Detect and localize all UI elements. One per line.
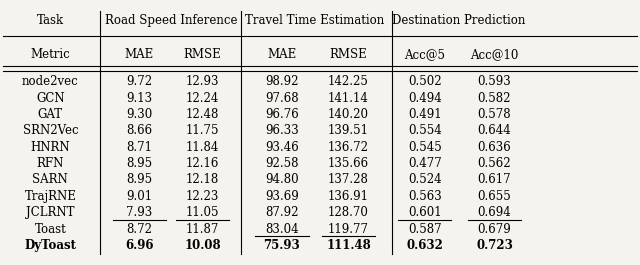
Text: 0.477: 0.477	[408, 157, 442, 170]
Text: 12.48: 12.48	[186, 108, 220, 121]
Text: 0.617: 0.617	[477, 174, 511, 187]
Text: 139.51: 139.51	[328, 125, 369, 138]
Text: 98.92: 98.92	[265, 76, 299, 89]
Text: 11.87: 11.87	[186, 223, 220, 236]
Text: 12.16: 12.16	[186, 157, 220, 170]
Text: 0.644: 0.644	[477, 125, 511, 138]
Text: 10.08: 10.08	[184, 239, 221, 252]
Text: RMSE: RMSE	[330, 48, 367, 61]
Text: 0.593: 0.593	[477, 76, 511, 89]
Text: 136.72: 136.72	[328, 141, 369, 154]
Text: 97.68: 97.68	[265, 92, 299, 105]
Text: 12.23: 12.23	[186, 190, 220, 203]
Text: 94.80: 94.80	[265, 174, 299, 187]
Text: 9.72: 9.72	[126, 76, 152, 89]
Text: 0.632: 0.632	[406, 239, 443, 252]
Text: 92.58: 92.58	[265, 157, 299, 170]
Text: 0.554: 0.554	[408, 125, 442, 138]
Text: Metric: Metric	[31, 48, 70, 61]
Text: 12.93: 12.93	[186, 76, 220, 89]
Text: GAT: GAT	[38, 108, 63, 121]
Text: 0.601: 0.601	[408, 206, 442, 219]
Text: 11.05: 11.05	[186, 206, 220, 219]
Text: 0.655: 0.655	[477, 190, 511, 203]
Text: 0.494: 0.494	[408, 92, 442, 105]
Text: Toast: Toast	[35, 223, 66, 236]
Text: 0.562: 0.562	[477, 157, 511, 170]
Text: 12.24: 12.24	[186, 92, 220, 105]
Text: 96.76: 96.76	[265, 108, 299, 121]
Text: SARN: SARN	[33, 174, 68, 187]
Text: 0.587: 0.587	[408, 223, 442, 236]
Text: 9.30: 9.30	[126, 108, 152, 121]
Text: 137.28: 137.28	[328, 174, 369, 187]
Text: 0.723: 0.723	[476, 239, 513, 252]
Text: 8.95: 8.95	[126, 174, 152, 187]
Text: 9.13: 9.13	[126, 92, 152, 105]
Text: GCN: GCN	[36, 92, 65, 105]
Text: 87.92: 87.92	[265, 206, 299, 219]
Text: 7.93: 7.93	[126, 206, 152, 219]
Text: node2vec: node2vec	[22, 76, 79, 89]
Text: 12.18: 12.18	[186, 174, 220, 187]
Text: 11.84: 11.84	[186, 141, 220, 154]
Text: 0.582: 0.582	[477, 92, 511, 105]
Text: 0.636: 0.636	[477, 141, 511, 154]
Text: 140.20: 140.20	[328, 108, 369, 121]
Text: 141.14: 141.14	[328, 92, 369, 105]
Text: Acc@5: Acc@5	[404, 48, 445, 61]
Text: HNRN: HNRN	[31, 141, 70, 154]
Text: DyToast: DyToast	[24, 239, 76, 252]
Text: 136.91: 136.91	[328, 190, 369, 203]
Text: 8.95: 8.95	[126, 157, 152, 170]
Text: RMSE: RMSE	[184, 48, 221, 61]
Text: Task: Task	[36, 14, 64, 28]
Text: Travel Time Estimation: Travel Time Estimation	[245, 14, 385, 28]
Text: Acc@10: Acc@10	[470, 48, 518, 61]
Text: 93.46: 93.46	[265, 141, 299, 154]
Text: 96.33: 96.33	[265, 125, 299, 138]
Text: 128.70: 128.70	[328, 206, 369, 219]
Text: 9.01: 9.01	[126, 190, 152, 203]
Text: 0.524: 0.524	[408, 174, 442, 187]
Text: 8.66: 8.66	[126, 125, 152, 138]
Text: 0.563: 0.563	[408, 190, 442, 203]
Text: 83.04: 83.04	[265, 223, 299, 236]
Text: 75.93: 75.93	[264, 239, 300, 252]
Text: 0.502: 0.502	[408, 76, 442, 89]
Text: MAE: MAE	[268, 48, 296, 61]
Text: JCLRNT: JCLRNT	[26, 206, 75, 219]
Text: RFN: RFN	[36, 157, 64, 170]
Text: 0.578: 0.578	[477, 108, 511, 121]
Text: 93.69: 93.69	[265, 190, 299, 203]
Text: TrajRNE: TrajRNE	[24, 190, 76, 203]
Text: 11.75: 11.75	[186, 125, 220, 138]
Text: 111.48: 111.48	[326, 239, 371, 252]
Text: 135.66: 135.66	[328, 157, 369, 170]
Text: SRN2Vec: SRN2Vec	[22, 125, 78, 138]
Text: 119.77: 119.77	[328, 223, 369, 236]
Text: 142.25: 142.25	[328, 76, 369, 89]
Text: Destination Prediction: Destination Prediction	[392, 14, 525, 28]
Text: 0.491: 0.491	[408, 108, 442, 121]
Text: 6.96: 6.96	[125, 239, 154, 252]
Text: MAE: MAE	[125, 48, 154, 61]
Text: 8.71: 8.71	[126, 141, 152, 154]
Text: 0.694: 0.694	[477, 206, 511, 219]
Text: Road Speed Inference: Road Speed Inference	[105, 14, 237, 28]
Text: 0.679: 0.679	[477, 223, 511, 236]
Text: 8.72: 8.72	[126, 223, 152, 236]
Text: 0.545: 0.545	[408, 141, 442, 154]
